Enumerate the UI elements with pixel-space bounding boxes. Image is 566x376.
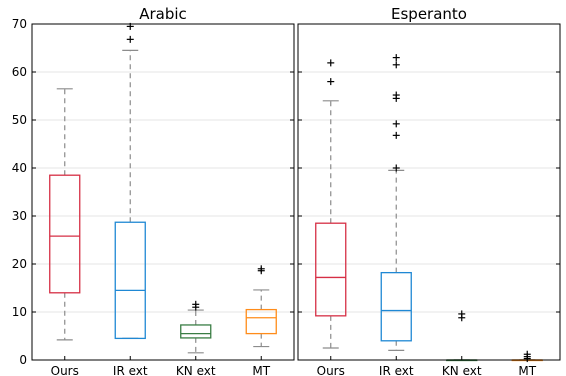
box-body <box>114 221 146 340</box>
outlier-point <box>327 78 335 86</box>
box-mt <box>245 265 277 348</box>
box-kn-ext <box>180 300 212 354</box>
outlier-point <box>392 91 400 99</box>
y-tick-label: 10 <box>12 305 27 319</box>
x-tick-label: IR ext <box>379 364 414 376</box>
panel-1: 0 10 20 30 40 50 60 70 Ours IR ext KN ext MT Arabic <box>12 5 295 376</box>
chart-title: Esperanto <box>391 5 467 23</box>
y-tick-label: 60 <box>12 65 27 79</box>
outlier-point <box>126 35 134 43</box>
box-ir-ext <box>114 22 146 340</box>
box-body <box>245 308 277 335</box>
box-body <box>380 271 412 342</box>
outlier-point <box>327 59 335 67</box>
y-tick-label: 70 <box>12 17 27 31</box>
x-tick-label: Ours <box>51 364 79 376</box>
x-tick-label: MT <box>252 364 270 376</box>
outlier-point <box>392 131 400 139</box>
y-tick-label: 20 <box>12 257 27 271</box>
outlier-point <box>192 300 200 308</box>
chart-title: Arabic <box>139 5 187 23</box>
y-tick-label: 40 <box>12 161 27 175</box>
outlier-point <box>458 310 466 318</box>
box-kn-ext <box>446 310 478 362</box>
outlier-point <box>392 54 400 62</box>
x-tick-label: Ours <box>317 364 345 376</box>
box-body <box>315 222 347 317</box>
box-body <box>49 174 81 294</box>
x-tick-label: KN ext <box>176 364 216 376</box>
plot-frame <box>31 23 295 361</box>
outlier-point <box>392 61 400 69</box>
y-tick-label: 50 <box>12 113 27 127</box>
panel-2: Ours IR ext KN ext MT Esperanto <box>297 5 561 376</box>
outlier-point <box>392 120 400 128</box>
box-ir-ext <box>380 54 412 351</box>
plot-frame <box>297 23 561 361</box>
box-body <box>180 324 212 339</box>
y-tick-label: 30 <box>12 209 27 223</box>
x-tick-label: KN ext <box>442 364 482 376</box>
x-tick-label: MT <box>518 364 536 376</box>
y-tick-label: 0 <box>19 353 27 367</box>
x-tick-label: IR ext <box>113 364 148 376</box>
outlier-point <box>392 164 400 172</box>
box-ours <box>49 88 81 341</box>
box-ours <box>315 59 347 349</box>
outlier-point <box>257 265 265 273</box>
